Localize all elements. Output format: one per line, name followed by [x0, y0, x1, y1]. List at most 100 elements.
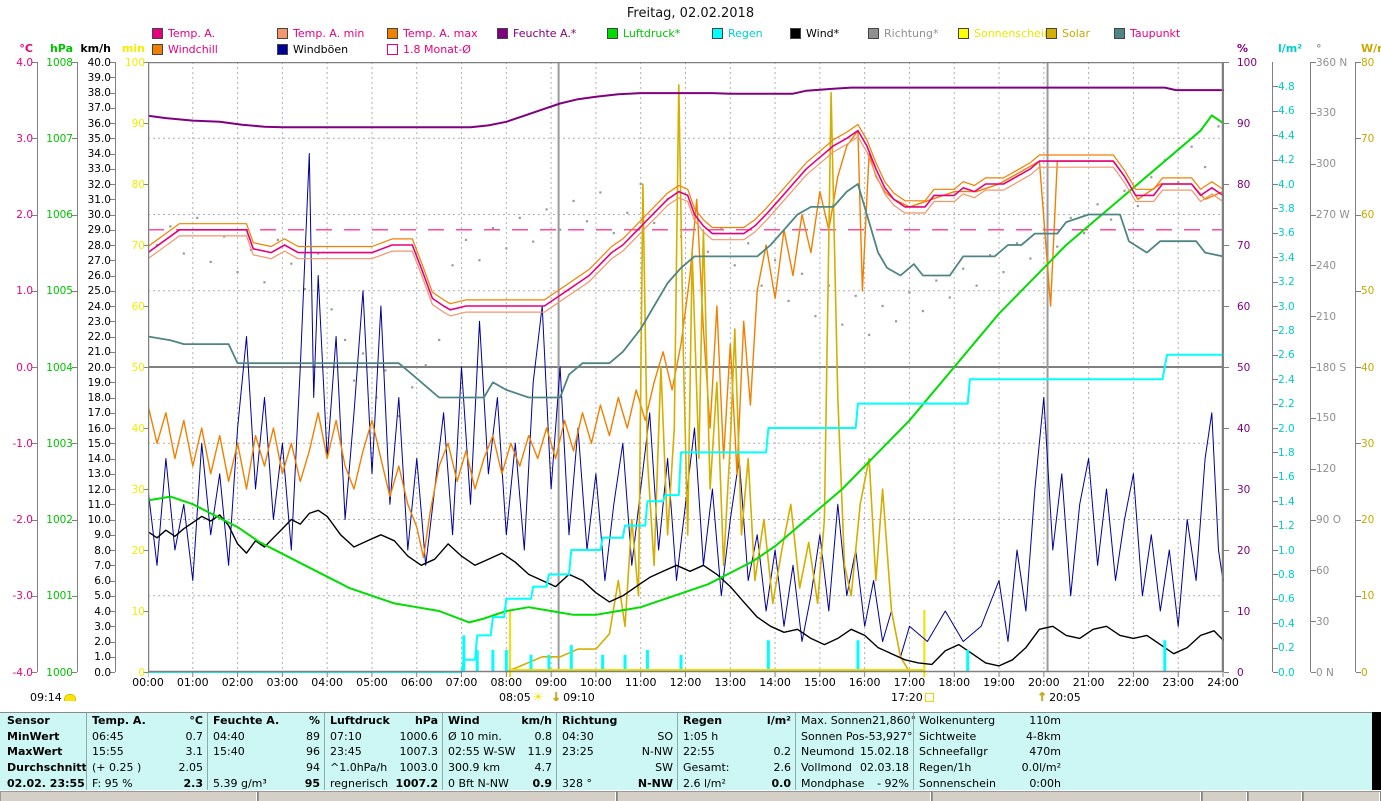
summary-cell: 94 — [208, 760, 325, 776]
axis-tick-label: 20 — [131, 544, 145, 557]
summary-cell-label: 328 ° — [562, 776, 592, 790]
axis-tick-label: 4.4 — [1278, 129, 1295, 142]
axis-tick — [1311, 672, 1316, 673]
axis-tick — [110, 321, 115, 323]
summary-cell-label: 07:10 — [330, 729, 362, 743]
axis-tick — [1273, 257, 1278, 259]
summary-cell-label: 04:40 — [213, 729, 245, 743]
axis-tick-label: 0.2 — [1278, 642, 1295, 655]
axis-tick — [1273, 232, 1278, 234]
x-axis-hour-label: 14:00 — [759, 676, 791, 689]
axis-tick-label: 100 — [1237, 56, 1258, 69]
axis-tick — [1311, 519, 1316, 521]
axis-tick — [72, 138, 77, 140]
axis-tick — [1356, 672, 1361, 673]
summary-cell: Sonnen Pos -53,927° — [796, 729, 914, 745]
axis-unit-label: % — [1237, 42, 1249, 55]
axis-tick-label: 60 — [1316, 564, 1330, 577]
summary-cell-label: Luftdruck — [330, 714, 390, 728]
axis-tick-label: 12.0 — [87, 483, 111, 496]
legend-label: 1.8 Monat-Ø — [403, 42, 471, 56]
axis-tick-label: 10 — [131, 605, 145, 618]
axis-tick-label: 30 — [1361, 437, 1375, 450]
axis-tick — [32, 62, 37, 63]
axis-unit-label: °C — [19, 42, 33, 55]
legend-label: Temp. A. min — [293, 26, 365, 40]
axis-line — [77, 62, 78, 672]
axis-tick-label: 240 — [1316, 259, 1337, 272]
sunset-square-icon — [924, 692, 934, 702]
summary-cell-value: hPa — [414, 714, 438, 728]
axis-tick-label: 30 — [1237, 483, 1251, 496]
axis-tick-label: 4.0 — [94, 605, 111, 618]
axis-tick-label: 0 — [1237, 666, 1244, 679]
summary-cell: Regen l/m² — [678, 713, 796, 729]
summary-cell-value: 3.1 — [185, 745, 204, 759]
axis-tick-label: 1.8 — [1278, 446, 1295, 459]
axis-tick — [1273, 598, 1278, 600]
axis-tick — [1224, 428, 1229, 429]
summary-cell-value: l/m² — [766, 714, 791, 728]
summary-cell: regnerisch 1007.2 — [325, 775, 443, 791]
summary-cell-value: 110m — [1029, 714, 1061, 728]
x-axis-hour-label: 02:00 — [221, 676, 254, 689]
summary-cell-label: Vollmond — [801, 761, 852, 775]
summary-column: Temp. A. °C 06:45 0.7 15:55 3.1 (+ 0.25 ) 2.05 F… — [86, 713, 208, 791]
axis-tick — [1311, 621, 1316, 623]
axis-tick-label: 210 — [1316, 310, 1337, 323]
status-segment — [0, 791, 258, 801]
summary-cell-label: 2.6 l/m² — [683, 776, 726, 790]
summary-table: Sensor MinWert MaxWert Durchschnitt 02.02. 2… — [0, 712, 1372, 791]
summary-cell-label: Sonnenschein — [919, 776, 996, 790]
axis-tick-label: 36.0 — [87, 117, 111, 130]
axis-tick-label: 40 — [1361, 361, 1375, 374]
axis-tick-label: 19.0 — [87, 376, 111, 389]
summary-cell-label: 02:55 W-SW — [448, 745, 516, 759]
axis-tick-label: 2.0 — [16, 209, 33, 221]
axis-tick — [143, 123, 148, 124]
summary-column: Luftdruck hPa 07:10 1000.6 23:45 1007.3 ^1.0hP… — [324, 713, 443, 791]
axis-unit-label: l/m² — [1278, 42, 1303, 55]
axis-tick — [1224, 367, 1229, 368]
summary-cell-label: 15:55 — [92, 745, 124, 759]
axis-tick — [110, 153, 115, 155]
summary-cell-value: 0.0 — [771, 776, 792, 790]
axis-tick-label: 16.0 — [87, 422, 111, 435]
axis-tick-label: 9.0 — [94, 529, 111, 542]
summary-cell-value: SO — [657, 729, 673, 743]
summary-cell-label: 06:45 — [92, 729, 124, 743]
axis-tick — [1273, 110, 1278, 112]
moonrise-arrow-icon: ↑ — [1037, 690, 1048, 704]
axis-tick — [110, 580, 115, 582]
summary-cell-label: Sensor — [7, 714, 50, 728]
legend-swatch-icon — [387, 27, 398, 39]
summary-cell-value: 0.9 — [532, 776, 553, 790]
axis-tick-label: 2.6 — [1278, 349, 1295, 362]
summary-cell: SW — [557, 760, 678, 776]
x-axis-hour-label: 18:00 — [938, 676, 971, 689]
axis-tick-label: 1001 — [46, 590, 73, 603]
x-axis-hour-label: 15:00 — [804, 676, 836, 689]
axis-tick — [1311, 367, 1316, 368]
x-axis-hour-label: 12:00 — [669, 676, 702, 689]
axis-tick — [1273, 306, 1278, 307]
summary-cell: 07:10 1000.6 — [325, 729, 443, 745]
axis-tick — [110, 611, 115, 612]
sunset-time: 17:20 — [891, 690, 923, 704]
axis-tick-label: 180 S — [1316, 361, 1347, 374]
summary-column: Regen l/m² 1:05 h 22:55 0.2 Gesamt: 2.6 2.6 l/m… — [677, 713, 796, 791]
axis-tick-label: -2.0 — [12, 514, 34, 526]
legend-item: Regen — [712, 27, 763, 39]
axis-tick-label: 1000 — [46, 666, 73, 679]
axis-tick — [110, 656, 115, 658]
summary-cell-label: Mondphase — [801, 776, 865, 790]
axis-tick — [143, 611, 148, 612]
axis-tick — [1273, 452, 1278, 454]
summary-cell-label: 23:25 — [562, 745, 594, 759]
summary-cell: 328 ° N-NW — [557, 775, 678, 791]
summary-cell-value: 02.03.18 — [860, 761, 909, 775]
summary-cell-value: 1003.0 — [399, 761, 439, 775]
axis-tick-label: 3.0 — [16, 132, 33, 145]
legend-swatch-icon — [387, 43, 398, 55]
summary-cell-label: Temp. A. — [92, 714, 146, 728]
